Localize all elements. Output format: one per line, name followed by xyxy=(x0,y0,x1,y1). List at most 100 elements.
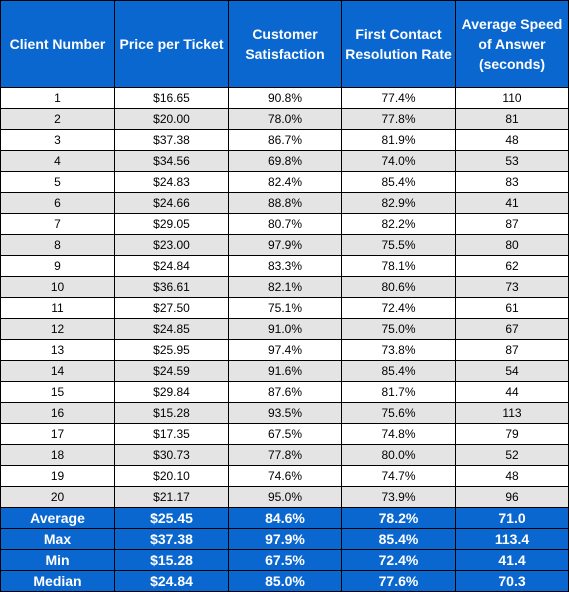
satisfaction-cell: 91.0% xyxy=(228,318,342,340)
table-header: Client Number Price per Ticket Customer … xyxy=(0,0,569,88)
client-number-cell: 2 xyxy=(0,108,115,130)
resolution-rate-cell: 72.4% xyxy=(341,549,456,571)
price-cell: $15.28 xyxy=(114,402,229,424)
price-cell: $24.83 xyxy=(114,171,229,193)
speed-of-answer-cell: 73 xyxy=(455,276,569,298)
satisfaction-cell: 85.0% xyxy=(228,570,342,592)
satisfaction-cell: 97.9% xyxy=(228,234,342,256)
table-row: 17 $17.35 67.5% 74.8% 79 xyxy=(0,423,569,445)
summary-label: Median xyxy=(0,570,115,592)
price-cell: $16.65 xyxy=(114,87,229,109)
price-cell: $37.38 xyxy=(114,129,229,151)
price-cell: $25.95 xyxy=(114,339,229,361)
client-number-cell: 12 xyxy=(0,318,115,340)
satisfaction-cell: 69.8% xyxy=(228,150,342,172)
price-cell: $29.84 xyxy=(114,381,229,403)
table-row: 14 $24.59 91.6% 85.4% 54 xyxy=(0,360,569,382)
resolution-rate-cell: 75.0% xyxy=(341,318,456,340)
satisfaction-cell: 77.8% xyxy=(228,444,342,466)
satisfaction-cell: 75.1% xyxy=(228,297,342,319)
table-row: 18 $30.73 77.8% 80.0% 52 xyxy=(0,444,569,466)
table-row: 15 $29.84 87.6% 81.7% 44 xyxy=(0,381,569,403)
speed-of-answer-cell: 113.4 xyxy=(455,528,569,550)
satisfaction-cell: 67.5% xyxy=(228,549,342,571)
table-row: 4 $34.56 69.8% 74.0% 53 xyxy=(0,150,569,172)
price-cell: $15.28 xyxy=(114,549,229,571)
header-client-number: Client Number xyxy=(0,0,115,88)
speed-of-answer-cell: 48 xyxy=(455,129,569,151)
client-number-cell: 5 xyxy=(0,171,115,193)
satisfaction-cell: 80.7% xyxy=(228,213,342,235)
speed-of-answer-cell: 81 xyxy=(455,108,569,130)
speed-of-answer-cell: 80 xyxy=(455,234,569,256)
table-row: 12 $24.85 91.0% 75.0% 67 xyxy=(0,318,569,340)
client-number-cell: 17 xyxy=(0,423,115,445)
resolution-rate-cell: 81.9% xyxy=(341,129,456,151)
client-number-cell: 4 xyxy=(0,150,115,172)
table-row: 13 $25.95 97.4% 73.8% 87 xyxy=(0,339,569,361)
speed-of-answer-cell: 41.4 xyxy=(455,549,569,571)
speed-of-answer-cell: 54 xyxy=(455,360,569,382)
satisfaction-cell: 95.0% xyxy=(228,486,342,508)
satisfaction-cell: 87.6% xyxy=(228,381,342,403)
client-number-cell: 8 xyxy=(0,234,115,256)
speed-of-answer-cell: 67 xyxy=(455,318,569,340)
resolution-rate-cell: 75.5% xyxy=(341,234,456,256)
table-row: 11 $27.50 75.1% 72.4% 61 xyxy=(0,297,569,319)
resolution-rate-cell: 82.2% xyxy=(341,213,456,235)
client-number-cell: 13 xyxy=(0,339,115,361)
table-summary: Average $25.45 84.6% 78.2% 71.0 Max $37.38 97.9… xyxy=(0,507,569,592)
satisfaction-cell: 78.0% xyxy=(228,108,342,130)
header-customer-satisfaction: Customer Satisfaction xyxy=(228,0,342,88)
resolution-rate-cell: 78.2% xyxy=(341,507,456,529)
header-price-per-ticket: Price per Ticket xyxy=(114,0,229,88)
satisfaction-cell: 93.5% xyxy=(228,402,342,424)
summary-row-median: Median $24.84 85.0% 77.6% 70.3 xyxy=(0,570,569,592)
client-number-cell: 7 xyxy=(0,213,115,235)
table-row: 3 $37.38 86.7% 81.9% 48 xyxy=(0,129,569,151)
speed-of-answer-cell: 53 xyxy=(455,150,569,172)
speed-of-answer-cell: 44 xyxy=(455,381,569,403)
summary-label: Min xyxy=(0,549,115,571)
satisfaction-cell: 74.6% xyxy=(228,465,342,487)
client-number-cell: 3 xyxy=(0,129,115,151)
resolution-rate-cell: 72.4% xyxy=(341,297,456,319)
client-number-cell: 11 xyxy=(0,297,115,319)
resolution-rate-cell: 77.8% xyxy=(341,108,456,130)
table-row: 8 $23.00 97.9% 75.5% 80 xyxy=(0,234,569,256)
speed-of-answer-cell: 113 xyxy=(455,402,569,424)
price-cell: $20.10 xyxy=(114,465,229,487)
client-number-cell: 19 xyxy=(0,465,115,487)
satisfaction-cell: 84.6% xyxy=(228,507,342,529)
price-cell: $24.84 xyxy=(114,570,229,592)
table-row: 20 $21.17 95.0% 73.9% 96 xyxy=(0,486,569,508)
price-cell: $34.56 xyxy=(114,150,229,172)
table-row: 10 $36.61 82.1% 80.6% 73 xyxy=(0,276,569,298)
price-cell: $36.61 xyxy=(114,276,229,298)
satisfaction-cell: 82.1% xyxy=(228,276,342,298)
table-row: 16 $15.28 93.5% 75.6% 113 xyxy=(0,402,569,424)
resolution-rate-cell: 73.9% xyxy=(341,486,456,508)
speed-of-answer-cell: 48 xyxy=(455,465,569,487)
client-number-cell: 14 xyxy=(0,360,115,382)
speed-of-answer-cell: 41 xyxy=(455,192,569,214)
price-cell: $17.35 xyxy=(114,423,229,445)
speed-of-answer-cell: 79 xyxy=(455,423,569,445)
resolution-rate-cell: 74.8% xyxy=(341,423,456,445)
resolution-rate-cell: 85.4% xyxy=(341,360,456,382)
header-first-contact-resolution-rate: First Contact Resolution Rate xyxy=(341,0,456,88)
summary-label: Max xyxy=(0,528,115,550)
speed-of-answer-cell: 62 xyxy=(455,255,569,277)
resolution-rate-cell: 85.4% xyxy=(341,528,456,550)
resolution-rate-cell: 82.9% xyxy=(341,192,456,214)
price-cell: $25.45 xyxy=(114,507,229,529)
speed-of-answer-cell: 61 xyxy=(455,297,569,319)
price-cell: $21.17 xyxy=(114,486,229,508)
table-row: 6 $24.66 88.8% 82.9% 41 xyxy=(0,192,569,214)
resolution-rate-cell: 77.4% xyxy=(341,87,456,109)
speed-of-answer-cell: 52 xyxy=(455,444,569,466)
speed-of-answer-cell: 70.3 xyxy=(455,570,569,592)
resolution-rate-cell: 80.6% xyxy=(341,276,456,298)
satisfaction-cell: 88.8% xyxy=(228,192,342,214)
